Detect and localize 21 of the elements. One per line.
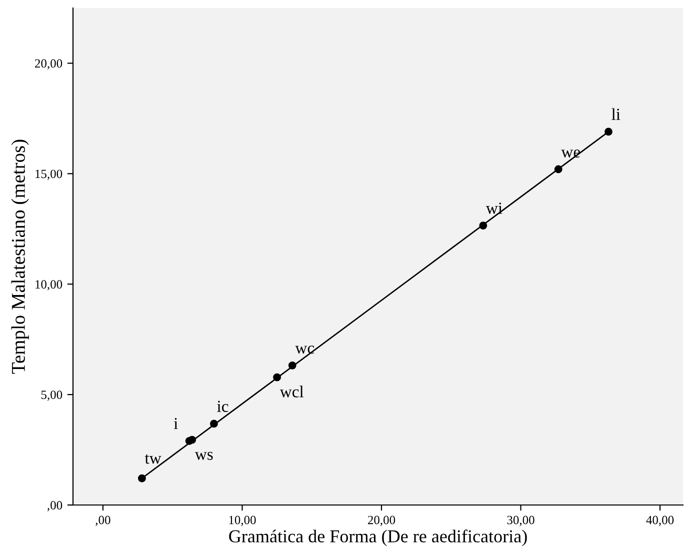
- x-tick-label: 40,00: [646, 516, 674, 526]
- y-axis-title: Templo Malatestiano (metros): [11, 140, 29, 374]
- annotation: tw: [144, 454, 162, 464]
- annotation: wcl: [280, 386, 304, 398]
- x-tick-label: ,00: [96, 516, 110, 526]
- annotation: ws: [194, 452, 213, 460]
- y-tick-label: 10,00: [36, 280, 62, 290]
- annotation: wc: [295, 346, 314, 354]
- x-axis-title: Gramática de Forma (De re aedificatoria): [229, 530, 527, 546]
- annotation: wi: [486, 202, 502, 214]
- annotation: we: [561, 150, 580, 158]
- y-tick-label: 15,00: [36, 170, 62, 180]
- y-tick-label: 20,00: [35, 59, 62, 70]
- annotation: i: [174, 418, 178, 430]
- annotation: ic: [217, 400, 228, 412]
- x-tick-label: 20,00: [368, 516, 396, 526]
- annotation: li: [612, 108, 620, 120]
- y-tick-label: ,00: [47, 501, 62, 512]
- x-tick-label: 30,00: [507, 516, 534, 526]
- y-tick-label: 5,00: [41, 390, 62, 401]
- x-tick-label: 10,00: [229, 516, 256, 526]
